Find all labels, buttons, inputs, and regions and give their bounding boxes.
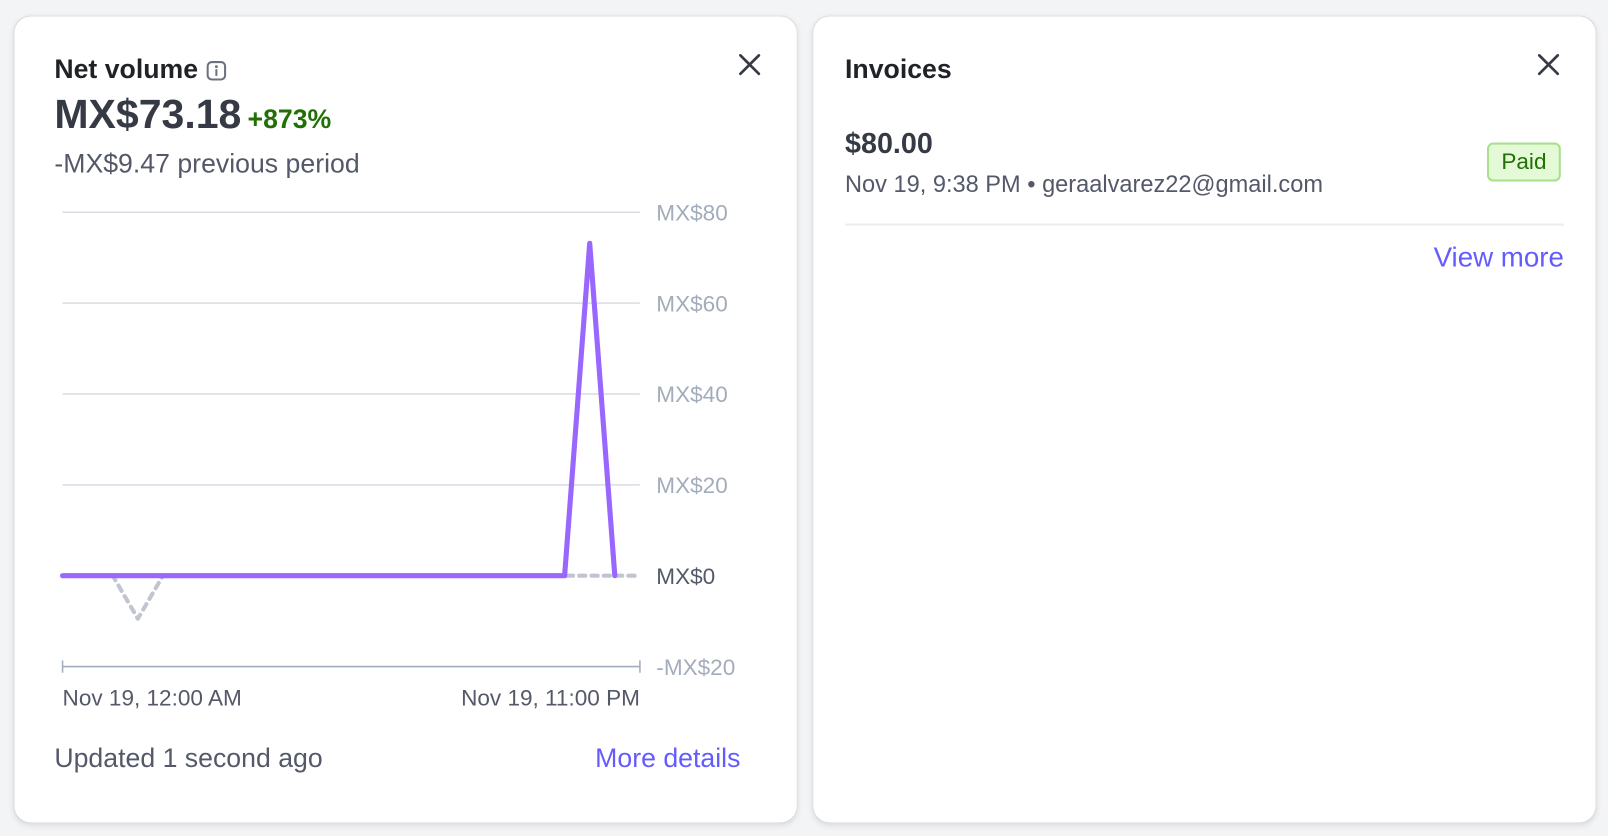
y-tick-label: MX$20 (656, 473, 727, 498)
y-tick-label: MX$40 (656, 382, 727, 407)
divider (845, 223, 1564, 226)
invoices-card: Invoices $80.00 Nov 19, 9:38 PM • geraal… (813, 16, 1596, 823)
net-volume-title-row: Net volume (54, 53, 227, 85)
amount-value: MX$73.18 (54, 92, 242, 138)
current-period-line (59, 240, 618, 579)
invoice-meta: Nov 19, 9:38 PM • geraalvarez22@gmail.co… (845, 170, 1323, 198)
net-volume-chart: MX$80 MX$60 MX$40 MX$20 MX$0 -MX$20 Nov 19, 12… (59, 200, 735, 711)
y-tick-label: -MX$20 (656, 655, 735, 680)
close-icon[interactable] (1535, 51, 1562, 78)
more-details-link[interactable]: More details (595, 742, 741, 774)
separator-dot: • (1027, 170, 1036, 197)
invoice-amount: $80.00 (845, 127, 933, 159)
status-badge: Paid (1486, 142, 1561, 182)
net-volume-amount: MX$73.18 +873% (54, 92, 331, 138)
info-icon[interactable] (206, 56, 227, 81)
y-tick-label: MX$0 (656, 564, 715, 589)
close-icon[interactable] (736, 51, 763, 78)
x-tick-label: Nov 19, 12:00 AM (63, 686, 242, 711)
y-tick-label: MX$60 (656, 291, 727, 316)
invoice-email: geraalvarez22@gmail.com (1042, 170, 1323, 197)
net-volume-card: Net volume MX$73.18 +873% -MX$9.47 previo… (14, 16, 797, 823)
updated-text: Updated 1 second ago (54, 742, 323, 774)
view-more-link[interactable]: View more (1433, 242, 1564, 273)
x-tick-label: Nov 19, 11:00 PM (461, 686, 640, 711)
card-title: Invoices (845, 53, 952, 85)
y-tick-label: MX$80 (656, 200, 727, 225)
previous-period: -MX$9.47 previous period (54, 147, 360, 179)
previous-period-line (60, 573, 642, 621)
card-title: Net volume (54, 53, 199, 85)
change-percent: +873% (247, 103, 332, 135)
invoice-date: Nov 19, 9:38 PM (845, 170, 1021, 197)
